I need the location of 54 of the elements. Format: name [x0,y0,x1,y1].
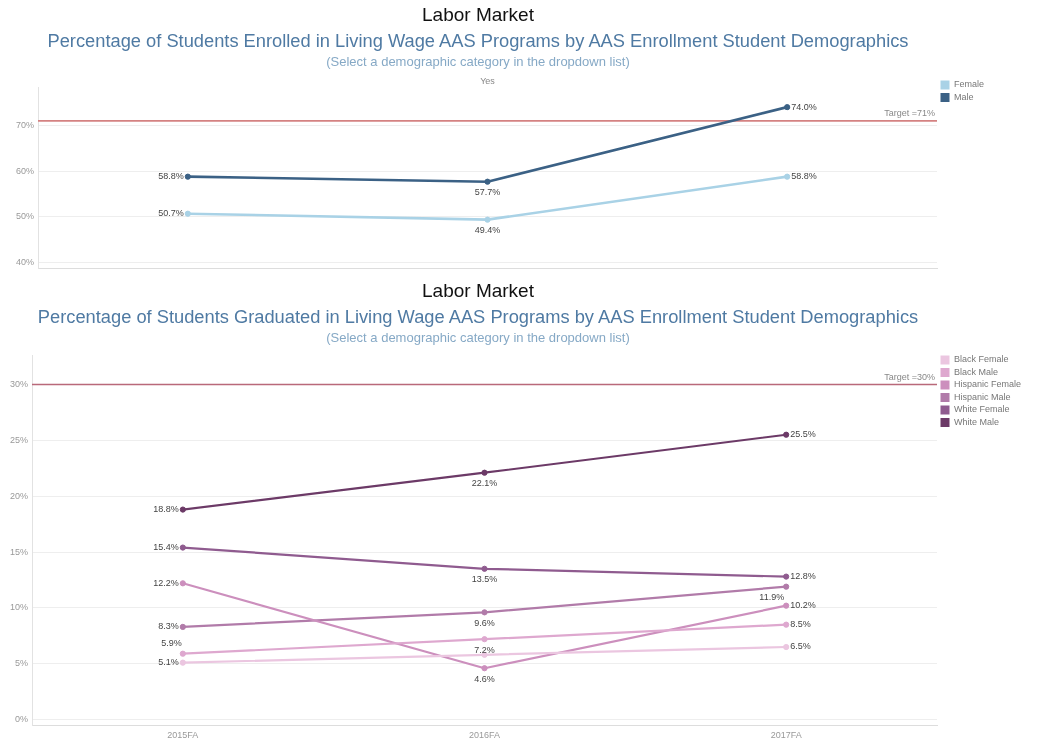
data-label: 49.4% [474,225,501,236]
data-label: 22.1% [471,478,498,489]
legend-label: White Male [954,416,1000,427]
ref-line-label: Target =30% [884,371,935,382]
data-label: 74.0% [791,101,817,112]
x-tick-label: 2015FA [167,730,199,741]
data-label: 13.5% [471,574,498,585]
chart-title: Labor Market [421,279,535,303]
chart-subtitle: Percentage of Students Graduated in Living Wage AAS Programs by AAS Enrollment Student Demographics [36,306,920,328]
chart-title: Labor Market [421,3,535,27]
y-tick-label: 20% [9,490,28,501]
data-label: 10.2% [790,600,816,611]
y-tick-label: 40% [15,257,34,268]
legend-label: Black Male [954,366,999,377]
legend-label: Female [954,79,985,90]
data-label: 6.5% [790,641,811,652]
legend-label: Hispanic Female [954,379,1022,390]
data-label: 5.1% [158,657,179,668]
data-label: 5.9% [161,638,182,649]
data-label: 58.8% [791,171,817,182]
data-label: 7.2% [474,644,495,655]
y-tick-label: 25% [9,434,28,445]
x-tick-label: 2017FA [770,730,802,741]
y-tick-label: 50% [15,211,34,222]
data-label: 25.5% [790,429,816,440]
data-label: 12.2% [153,577,179,588]
text: Yes [480,76,496,87]
y-tick-label: 70% [15,119,34,130]
data-label: 58.8% [158,171,184,182]
chart-subtitle: Percentage of Students Enrolled in Living Wage AAS Programs by AAS Enrollment Student Demographics [46,30,910,52]
text: (Select a demographic category in the dropdown list) [325,54,631,70]
data-label: 9.6% [474,617,495,628]
data-label: 18.8% [153,504,179,515]
data-label: 11.9% [759,592,785,603]
data-label: 8.3% [158,621,179,632]
y-tick-label: 10% [9,602,28,613]
x-tick-label: 2016FA [468,730,501,741]
data-label: 12.8% [790,571,816,582]
y-tick-label: 15% [9,546,28,557]
y-tick-label: 5% [14,658,28,669]
data-label: 8.5% [790,619,811,630]
data-label: 15.4% [153,542,179,553]
legend-label: Black Female [954,354,1009,365]
legend-label: Male [954,91,974,102]
ref-line-label: Target =71% [884,108,935,119]
legend-label: White Female [954,404,1010,415]
y-tick-label: 30% [9,378,28,389]
text: (Select a demographic category in the dropdown list) [325,330,631,346]
y-tick-label: 60% [15,165,34,176]
y-tick-label: 0% [14,714,28,725]
data-label: 57.7% [474,187,501,198]
data-label: 4.6% [474,673,495,684]
data-label: 50.7% [158,208,184,219]
legend-label: Hispanic Male [954,391,1011,402]
